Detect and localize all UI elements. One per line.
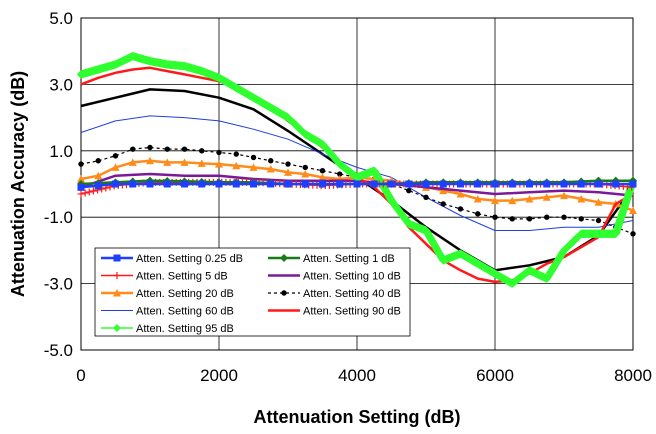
data-point: [215, 160, 223, 168]
data-point: [439, 186, 448, 195]
data-point: [164, 146, 170, 152]
data-point: [181, 146, 188, 152]
data-point: [544, 214, 550, 220]
data-point: [525, 194, 534, 203]
data-point: [629, 206, 637, 215]
data-point: [473, 194, 482, 203]
data-point: [526, 216, 533, 222]
data-point: [594, 198, 603, 206]
data-point: [318, 173, 327, 181]
series-line: [80, 115, 634, 231]
data-point: [457, 206, 464, 212]
data-point: [456, 189, 465, 198]
data-point: [595, 217, 602, 224]
data-point: [78, 161, 84, 167]
data-point: [268, 158, 274, 164]
data-point: [492, 214, 498, 220]
data-point: [319, 168, 326, 174]
data-point: [95, 158, 101, 164]
data-point: [216, 149, 222, 156]
data-point: [146, 156, 154, 165]
data-point: [249, 163, 258, 171]
series-8: [77, 52, 637, 288]
data-point: [94, 171, 103, 180]
data-point: [508, 196, 517, 205]
series-6: [80, 115, 634, 231]
data-point: [199, 148, 205, 154]
data-point: [250, 154, 257, 161]
data-point: [560, 191, 568, 200]
data-point: [406, 187, 412, 194]
data-point: [285, 161, 291, 167]
data-point: [475, 211, 481, 217]
data-point: [112, 153, 119, 159]
data-point: [130, 146, 136, 152]
data-point: [128, 158, 137, 166]
data-point: [509, 216, 515, 222]
data-point: [147, 144, 153, 151]
data-point: [197, 159, 206, 167]
data-point: [561, 214, 567, 220]
data-point: [423, 194, 429, 200]
data-point: [77, 175, 85, 183]
data-point: [233, 151, 239, 157]
series-layer: [77, 52, 637, 288]
data-point: [180, 158, 189, 166]
data-point: [440, 201, 446, 207]
data-point: [284, 168, 292, 176]
data-point: [301, 170, 310, 178]
data-point: [577, 194, 586, 203]
data-point: [266, 165, 275, 173]
data-point: [232, 161, 241, 170]
data-point: [491, 196, 499, 205]
data-point: [578, 216, 584, 222]
data-point: [111, 163, 120, 171]
data-point: [630, 231, 636, 237]
data-point: [302, 164, 308, 171]
data-point: [163, 158, 172, 166]
data-point: [337, 171, 343, 177]
data-point: [542, 193, 551, 201]
